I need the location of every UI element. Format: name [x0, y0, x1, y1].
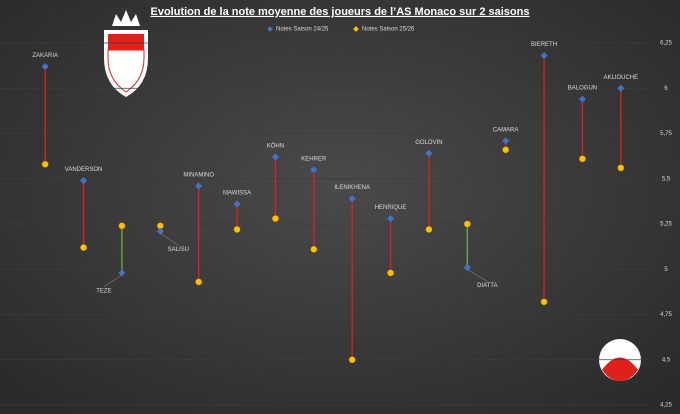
category-label: DIATTA [477, 283, 497, 289]
point-25-26 [387, 269, 395, 277]
point-25-26 [348, 356, 356, 364]
point-24-25 [502, 137, 510, 145]
category-label: BALOGUN [568, 86, 597, 92]
point-24-25 [348, 195, 356, 203]
y-tick-label: 4,75 [660, 312, 672, 318]
point-24-25 [425, 149, 433, 157]
point-25-26 [425, 225, 433, 233]
category-label: SALISU [168, 247, 189, 253]
leader-line [103, 274, 123, 288]
point-25-26 [578, 155, 586, 163]
y-tick-label: 6 [664, 86, 668, 92]
point-24-25 [310, 166, 318, 174]
category-label: ZAKARIA [32, 53, 58, 59]
category-label: MINAMINO [183, 173, 214, 179]
point-24-25 [271, 153, 279, 161]
y-tick-label: 5,5 [662, 176, 671, 182]
y-tick-label: 6,25 [660, 41, 672, 47]
legend-label: Notes Saison 24/25 [276, 27, 329, 33]
point-25-26 [80, 243, 88, 252]
chart-title: Evolution de la note moyenne des joueurs… [151, 6, 530, 18]
category-label: HENRIQUE [375, 205, 407, 211]
point-24-25 [463, 263, 471, 271]
point-25-26 [617, 164, 625, 172]
point-25-26 [271, 215, 279, 223]
y-tick-label: 5 [664, 267, 668, 273]
category-label: CAMARA [493, 127, 519, 133]
category-label: KÖHN [267, 143, 284, 150]
point-24-25 [195, 182, 203, 190]
point-25-26 [463, 220, 471, 228]
point-24-25 [156, 227, 164, 235]
y-tick-label: 5,25 [660, 222, 672, 228]
point-25-26 [310, 245, 318, 253]
category-label: VANDERSON [65, 167, 103, 173]
leader-line [467, 269, 488, 282]
category-label: BIERETH [531, 42, 557, 48]
legend-label: Notes Saison 25/26 [362, 27, 415, 33]
point-24-25 [540, 52, 548, 60]
point-25-26 [233, 225, 241, 233]
category-label: AKLIOUCHE [603, 75, 638, 81]
point-25-26 [118, 222, 126, 230]
point-24-25 [578, 95, 586, 103]
leader-line [160, 233, 179, 246]
category-label: GOLOVIN [415, 140, 442, 146]
legend-marker [353, 26, 359, 32]
y-tick-label: 4,25 [660, 403, 672, 409]
point-24-25 [80, 177, 88, 185]
category-label: TEZE [96, 288, 111, 294]
point-24-25 [617, 84, 625, 92]
category-label: KEHRER [301, 156, 327, 162]
point-25-26 [195, 278, 203, 286]
point-25-26 [502, 146, 510, 154]
point-25-26 [540, 298, 548, 306]
y-tick-label: 4,5 [662, 357, 671, 363]
club-logo [104, 10, 148, 97]
category-label: MAWISSA [223, 191, 251, 197]
legend-marker [267, 26, 273, 32]
point-25-26 [41, 160, 49, 168]
category-label: ILENIKHENA [334, 185, 370, 191]
point-24-25 [233, 200, 241, 208]
y-tick-label: 5,75 [660, 131, 672, 137]
point-24-25 [118, 269, 126, 277]
point-24-25 [387, 215, 395, 223]
